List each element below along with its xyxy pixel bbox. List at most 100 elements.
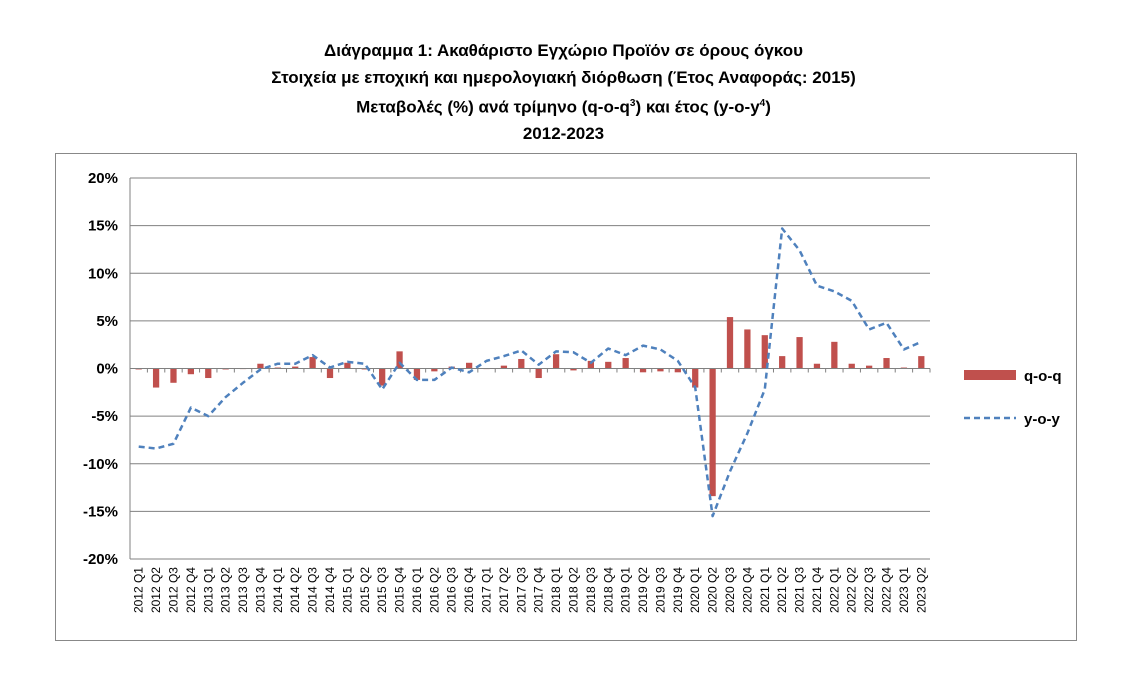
x-tick-label: 2012 Q4 <box>184 567 198 613</box>
x-tick-label: 2012 Q2 <box>149 567 163 613</box>
bar-q-o-q <box>605 361 612 369</box>
x-tick-label: 2013 Q3 <box>236 567 250 613</box>
bar-q-o-q <box>657 368 664 372</box>
x-tick-label: 2019 Q3 <box>653 567 667 613</box>
x-tick-label: 2017 Q2 <box>497 567 511 613</box>
bar-q-o-q <box>709 368 716 497</box>
bar-q-o-q <box>779 356 786 369</box>
bar-q-o-q <box>866 365 873 369</box>
x-tick-label: 2023 Q2 <box>914 567 928 613</box>
x-tick-label: 2014 Q3 <box>306 567 320 613</box>
footnote-ref-3: 3 <box>629 98 636 109</box>
x-tick-label: 2021 Q1 <box>758 567 772 613</box>
x-tick-label: 2014 Q2 <box>288 567 302 613</box>
bar-q-o-q <box>326 368 334 379</box>
x-tick-label: 2018 Q3 <box>584 567 598 613</box>
bar-q-o-q <box>396 351 403 369</box>
bar-q-o-q <box>761 335 768 369</box>
bar-q-o-q <box>379 368 386 386</box>
y-tick-label: 0% <box>96 361 118 378</box>
x-tick-label: 2018 Q1 <box>549 567 563 613</box>
bar-q-o-q <box>587 360 594 369</box>
bar-q-o-q <box>813 363 821 369</box>
bar-q-o-q <box>500 365 508 369</box>
bar-q-o-q <box>744 329 751 369</box>
x-tick-label: 2019 Q2 <box>636 567 650 613</box>
bar-q-o-q <box>552 354 560 369</box>
bar-q-o-q <box>431 368 438 372</box>
x-tick-label: 2016 Q4 <box>462 567 476 613</box>
bar-q-o-q <box>170 368 177 383</box>
x-tick-label: 2012 Q3 <box>166 567 180 613</box>
x-tick-label: 2022 Q1 <box>827 567 841 613</box>
x-tick-label: 2014 Q1 <box>271 567 285 613</box>
chart-area: 20% 15% 10% 5% 0% -5% -10% -15% -20% 2012 Q1 2012 … <box>55 153 1077 641</box>
x-tick-label: 2015 Q1 <box>340 567 354 613</box>
y-tick-label: 10% <box>88 265 118 282</box>
x-tick-label: 2012 Q1 <box>132 567 146 613</box>
x-tick-label: 2015 Q2 <box>358 567 372 613</box>
y-tick-label: -20% <box>83 551 118 568</box>
x-tick-label: 2020 Q1 <box>688 567 702 613</box>
bar-q-o-q <box>344 362 351 369</box>
x-tick-label: 2017 Q3 <box>514 567 528 613</box>
legend-label-y-o-y: y-o-y <box>1024 411 1060 428</box>
bar-q-o-q <box>570 368 577 371</box>
x-tick-label: 2021 Q3 <box>793 567 807 613</box>
x-tick-label: 2017 Q1 <box>480 567 494 613</box>
bar-q-o-q <box>692 368 699 388</box>
y-tick-label: -10% <box>83 456 118 473</box>
x-tick-label: 2014 Q4 <box>323 567 337 613</box>
x-tick-label: 2016 Q3 <box>445 567 459 613</box>
x-tick-label: 2016 Q2 <box>427 567 441 613</box>
bar-q-o-q <box>674 368 681 373</box>
bar-q-o-q <box>726 317 734 369</box>
x-tick-label: 2013 Q4 <box>253 567 267 613</box>
chart-title-line-2: Στοιχεία με εποχική και ημερολογιακή διό… <box>271 67 856 87</box>
bar-q-o-q <box>639 368 647 373</box>
bar-q-o-q <box>831 341 838 369</box>
chart-title-line-1: Διάγραμμα 1: Ακαθάριστο Εγχώριο Προϊόν σ… <box>324 41 803 60</box>
bar-q-o-q <box>257 363 264 369</box>
y-tick-label: -5% <box>91 408 118 425</box>
x-tick-label: 2020 Q3 <box>723 567 737 613</box>
x-tick-label: 2019 Q1 <box>619 567 633 613</box>
x-tick-label: 2022 Q3 <box>862 567 876 613</box>
x-tick-label: 2013 Q1 <box>201 567 215 613</box>
bar-q-o-q <box>535 368 542 379</box>
x-tick-label: 2019 Q4 <box>671 567 685 613</box>
bar-q-o-q <box>796 337 803 369</box>
bar-q-o-q <box>883 358 890 369</box>
y-tick-label: 20% <box>88 170 118 187</box>
bar-q-o-q <box>413 368 421 380</box>
bar-q-o-q <box>152 368 160 388</box>
title-line-3-part-1: Μεταβολές (%) ανά τρίμηνο (q-o-q <box>356 97 630 117</box>
x-tick-label: 2016 Q1 <box>410 567 424 613</box>
bar-q-o-q <box>292 366 299 369</box>
bar-q-o-q <box>309 357 316 369</box>
x-tick-label: 2021 Q4 <box>810 567 824 613</box>
bar-q-o-q <box>466 362 473 369</box>
x-tick-label: 2018 Q2 <box>566 567 580 613</box>
x-tick-label: 2020 Q4 <box>740 567 754 613</box>
y-tick-label: -15% <box>83 503 118 520</box>
bar-q-o-q <box>205 368 212 379</box>
line-y-o-y <box>138 227 922 518</box>
x-tick-label: 2023 Q1 <box>897 567 911 613</box>
legend-swatch-q-o-q <box>964 370 1016 380</box>
bar-q-o-q <box>518 358 525 369</box>
title-line-3-part-3: ) <box>765 97 771 117</box>
bar-q-o-q <box>848 363 855 369</box>
chart-title-block: Διάγραμμα 1: Ακαθάριστο Εγχώριο Προϊόν σ… <box>0 38 1127 148</box>
chart-title-line-4: 2012-2023 <box>522 124 605 144</box>
x-tick-label: 2015 Q4 <box>393 567 407 613</box>
x-tick-label: 2018 Q4 <box>601 567 615 613</box>
x-tick-label: 2021 Q2 <box>775 567 789 613</box>
x-tick-label: 2022 Q4 <box>880 567 894 613</box>
y-tick-label: 5% <box>96 313 118 330</box>
x-tick-label: 2013 Q2 <box>219 567 233 613</box>
footnote-ref-4: 4 <box>759 98 766 109</box>
chart-title-line-3: Μεταβολές (%) ανά τρίμηνο (q-o-q3) και έ… <box>0 91 1127 121</box>
x-tick-label: 2015 Q3 <box>375 567 389 613</box>
legend-label-q-o-q: q-o-q <box>1024 368 1061 385</box>
